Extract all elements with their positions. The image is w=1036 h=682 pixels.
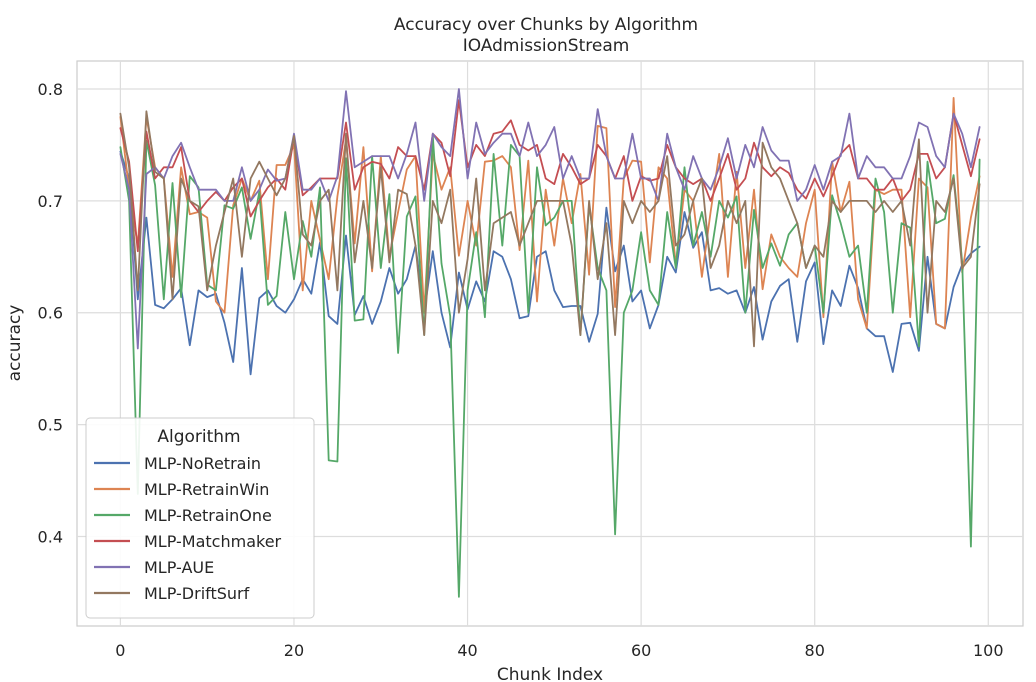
y-tick-label: 0.7 [38, 192, 63, 211]
series-line-mlp-noretrain [119, 150, 981, 376]
series-line-mlp-retrainwin [119, 97, 981, 330]
x-axis-label: Chunk Index [497, 665, 603, 682]
legend-label: MLP-NoRetrain [144, 454, 261, 473]
chart-subtitle: IOAdmissionStream [463, 36, 630, 56]
series-line-mlp-matchmaker [119, 99, 981, 253]
legend: Algorithm MLP-NoRetrainMLP-RetrainWinMLP… [85, 417, 315, 619]
axis-ticks: 0 20 40 60 80 100 0.4 0.5 0.6 0.7 0.8 [38, 80, 1004, 660]
y-tick-label: 0.5 [38, 416, 63, 435]
x-tick-label: 0 [115, 641, 125, 660]
legend-items: MLP-NoRetrain MLP-RetrainWin MLP-RetrainOn… [94, 454, 282, 603]
legend-label: MLP-Matchmaker [144, 532, 282, 551]
x-tick-label: 60 [631, 641, 651, 660]
series-line-mlp-driftsurf [119, 110, 981, 348]
legend-box [85, 417, 315, 619]
chart-title: Accuracy over Chunks by Algorithm [394, 15, 698, 35]
legend-label: MLP-DriftSurf [144, 584, 250, 603]
x-tick-label: 20 [284, 641, 304, 660]
legend-label: MLP-RetrainWin [144, 480, 269, 499]
legend-title: Algorithm [157, 427, 240, 447]
x-tick-label: 40 [457, 641, 477, 660]
series-line-mlp-retrainone [119, 135, 981, 598]
series-line-mlp-aue [119, 88, 981, 350]
y-tick-label: 0.4 [38, 527, 63, 546]
series-layer [119, 88, 981, 598]
y-axis-label: accuracy [5, 305, 25, 382]
legend-label: MLP-RetrainOne [144, 506, 272, 525]
x-tick-label: 80 [805, 641, 825, 660]
x-tick-label: 100 [973, 641, 1004, 660]
y-tick-label: 0.6 [38, 304, 63, 323]
legend-label: MLP-AUE [144, 558, 214, 577]
y-tick-label: 0.8 [38, 80, 63, 99]
